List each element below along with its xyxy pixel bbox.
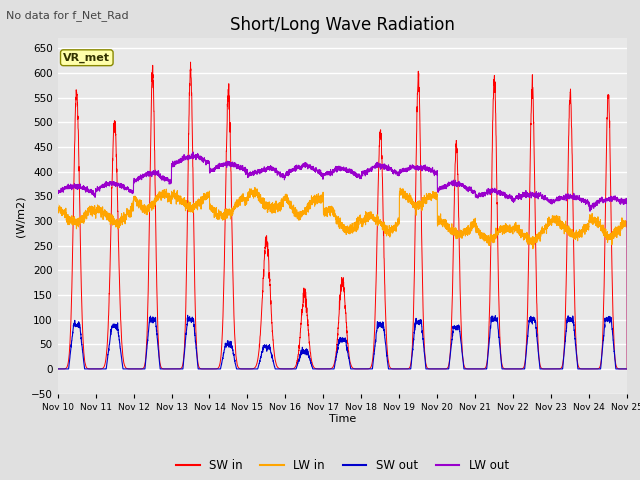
LW out	[54, 189, 61, 195]
SW out	[54, 366, 61, 372]
Line: SW out: SW out	[58, 315, 627, 369]
LW in	[321, 208, 329, 214]
LW out	[189, 149, 197, 155]
SW out	[156, 364, 164, 370]
LW out	[623, 199, 630, 204]
LW in	[156, 189, 164, 195]
Line: LW in: LW in	[58, 188, 627, 369]
SW out	[502, 366, 510, 372]
LW in	[439, 224, 447, 229]
Text: VR_met: VR_met	[63, 53, 110, 63]
SW in	[439, 366, 447, 372]
LW in	[54, 201, 61, 207]
Line: LW out: LW out	[58, 152, 627, 369]
SW in	[623, 366, 630, 372]
SW out	[470, 366, 478, 372]
Y-axis label: (W/m2): (W/m2)	[15, 195, 26, 237]
LW in	[623, 221, 630, 227]
SW out	[321, 366, 329, 372]
SW out	[184, 312, 191, 318]
SW in	[156, 360, 164, 366]
SW in	[623, 366, 631, 372]
Line: SW in: SW in	[58, 62, 627, 369]
SW in	[321, 366, 329, 372]
SW in	[54, 366, 61, 372]
X-axis label: Time: Time	[329, 414, 356, 424]
LW out	[321, 171, 329, 177]
LW out	[502, 192, 510, 198]
LW out	[439, 184, 447, 190]
LW in	[251, 185, 259, 191]
LW out	[623, 366, 631, 372]
SW out	[623, 366, 630, 372]
SW in	[502, 366, 510, 372]
LW in	[502, 226, 510, 231]
SW out	[439, 366, 447, 372]
LW in	[470, 221, 478, 227]
Text: No data for f_Net_Rad: No data for f_Net_Rad	[6, 10, 129, 21]
LW out	[156, 175, 164, 180]
Title: Short/Long Wave Radiation: Short/Long Wave Radiation	[230, 16, 455, 34]
SW in	[470, 366, 478, 372]
Legend: SW in, LW in, SW out, LW out: SW in, LW in, SW out, LW out	[172, 454, 513, 477]
SW out	[623, 366, 631, 372]
SW in	[187, 59, 195, 65]
LW out	[470, 187, 478, 193]
LW in	[623, 366, 631, 372]
